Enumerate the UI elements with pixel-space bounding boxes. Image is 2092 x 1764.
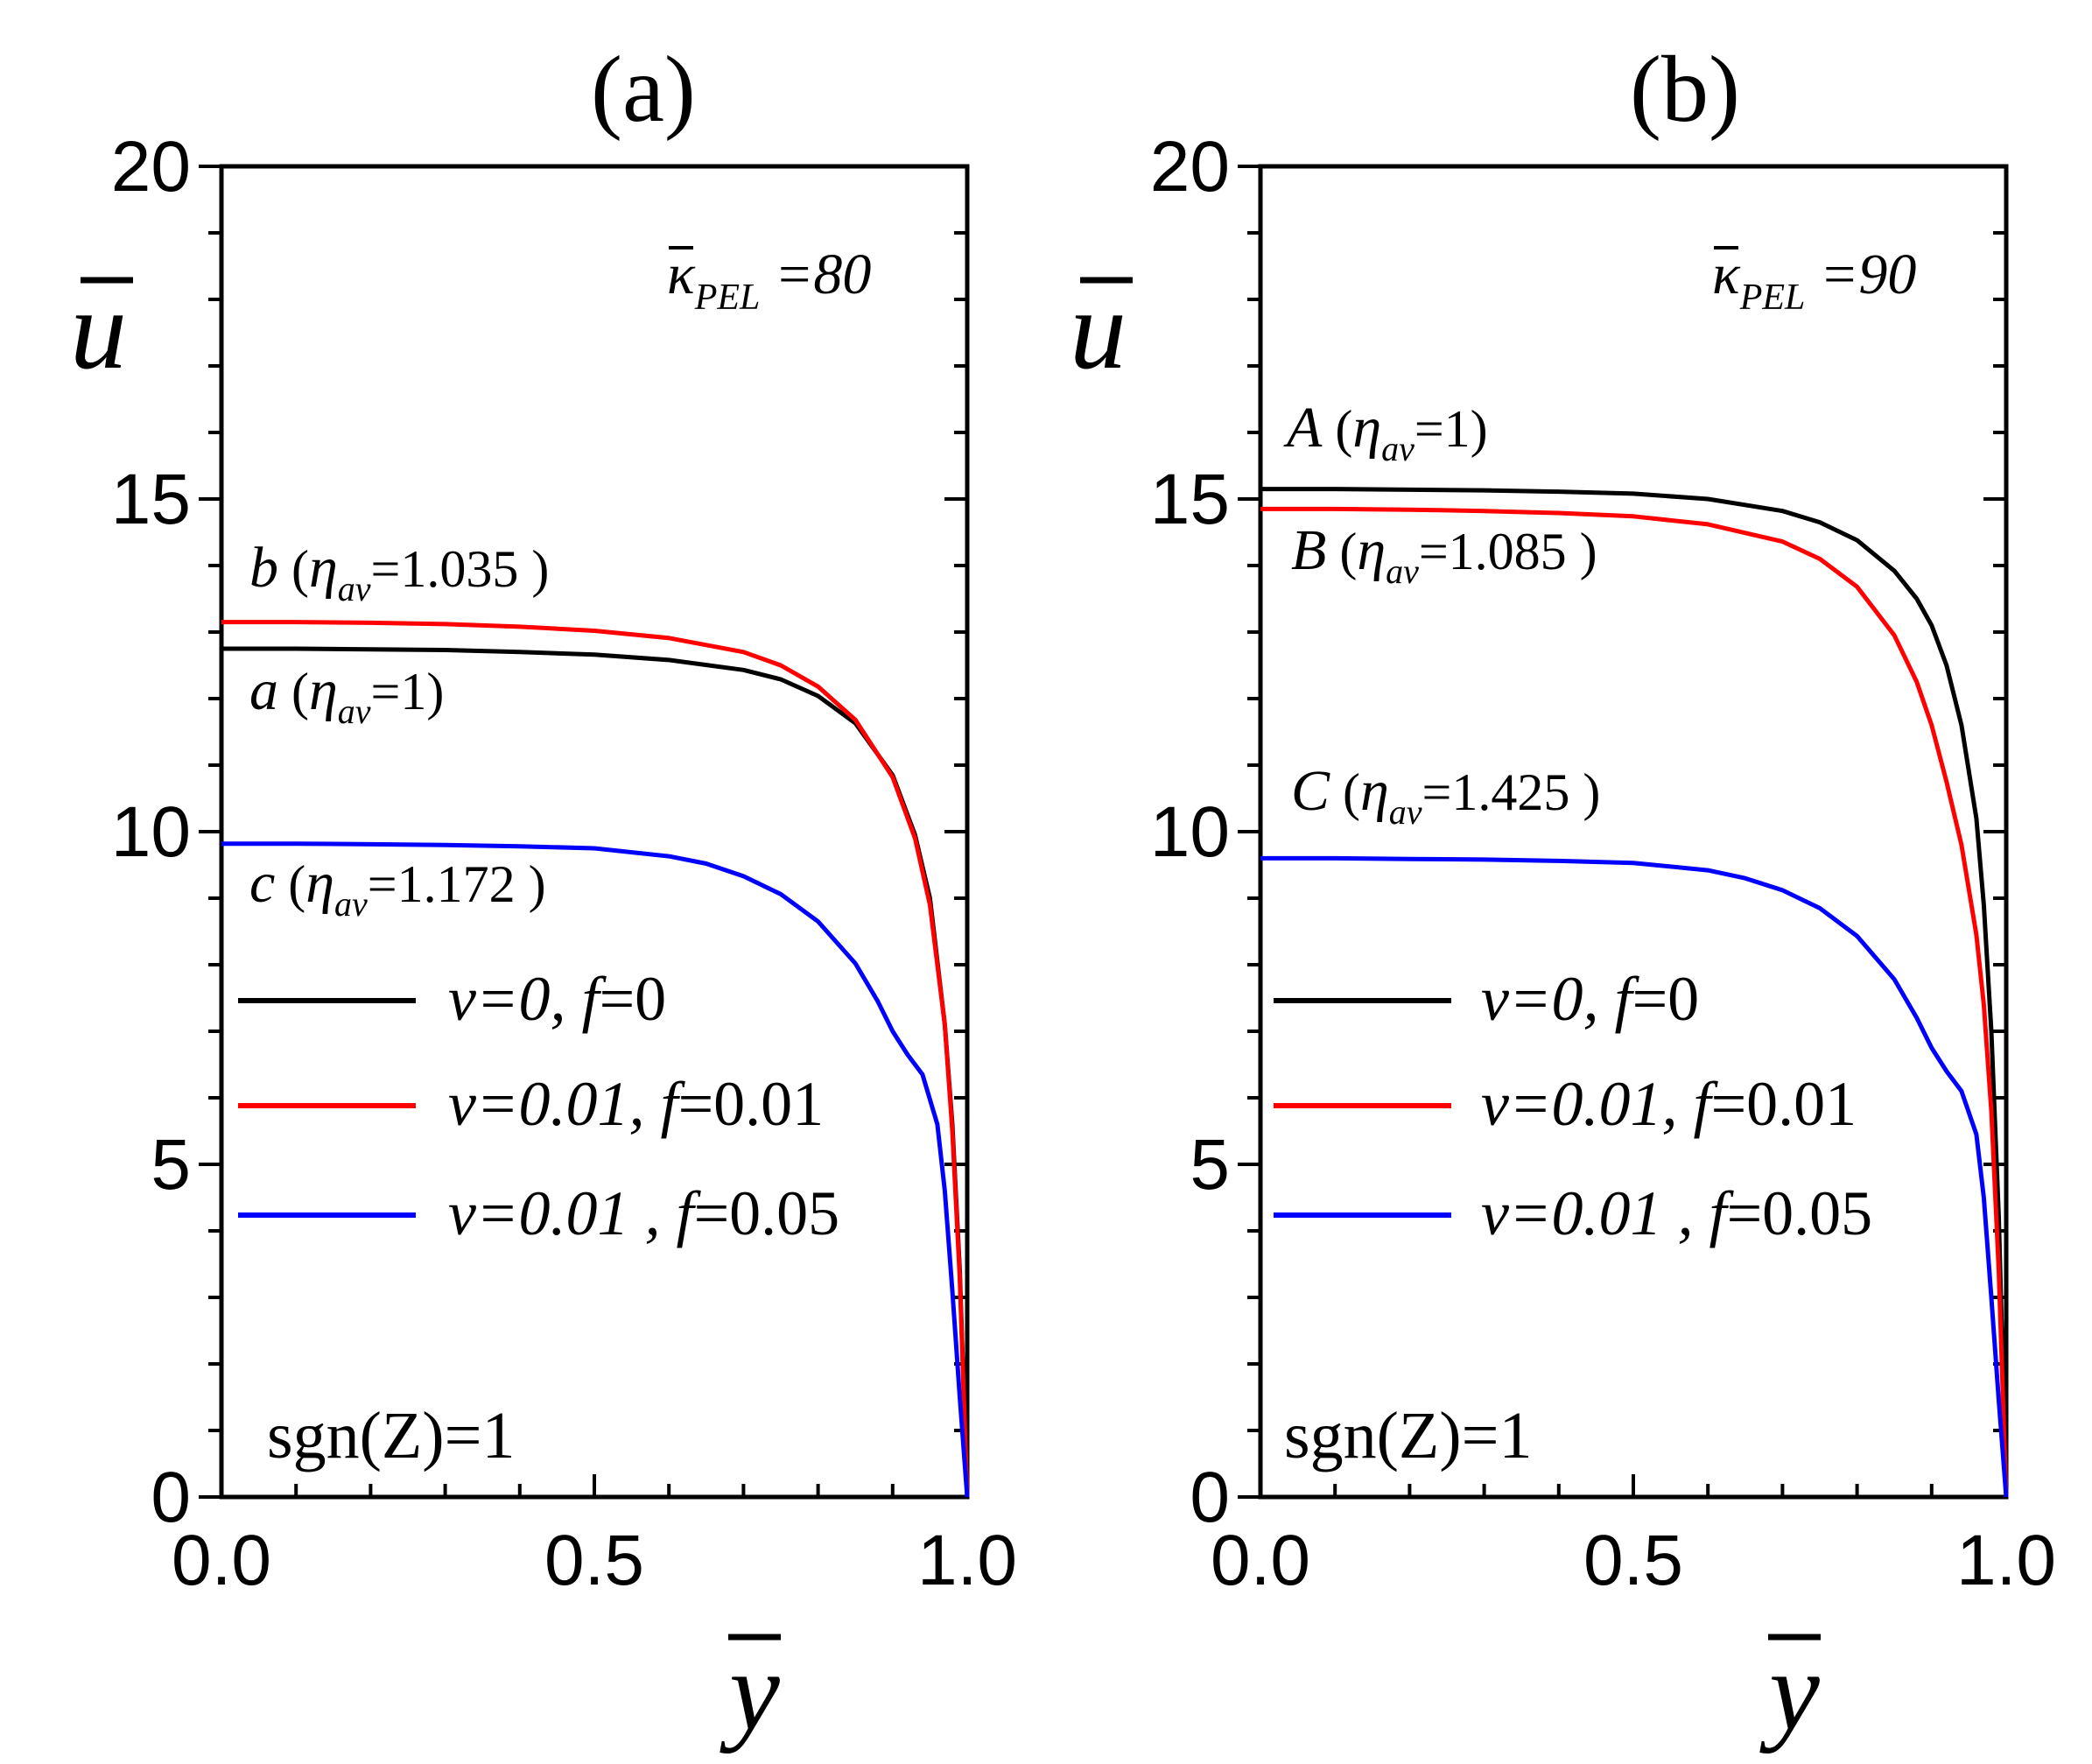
x-tick-label: 1.0 [1956, 1521, 2056, 1600]
y-tick-label: 15 [111, 460, 191, 539]
series-line-c [221, 841, 970, 1498]
y-tick-label: 15 [1150, 460, 1230, 539]
x-tick-label: 0.0 [1211, 1521, 1310, 1600]
curve-annotation: A (ηav=1) [1283, 396, 1488, 468]
x-tick-label: 0.5 [544, 1521, 644, 1600]
legend-label: ν=0.01, f=0.01 [448, 1069, 824, 1139]
legend-label: ν=0.01 , f=0.05 [448, 1178, 839, 1248]
plot-frame [1258, 164, 2009, 1500]
x-axis-label: y [1759, 1628, 1820, 1754]
legend-label: ν=0, f=0 [1481, 964, 1699, 1034]
x-tick-label: 1.0 [917, 1521, 1017, 1600]
x-axis-label: y [720, 1628, 780, 1754]
curve-annotation: a (ηav=1) [249, 658, 444, 731]
series-line-A [1260, 487, 2009, 1498]
y-tick-label: 0 [151, 1458, 191, 1537]
y-tick-label: 5 [151, 1125, 191, 1205]
curve-annotation: B (ηav=1.085 ) [1291, 518, 1597, 591]
curve-annotation: c (ηav=1.172 ) [249, 851, 546, 924]
series-line-B [1260, 506, 2009, 1498]
sgn-label: sgn(Z)=1 [1284, 1399, 1532, 1472]
x-tick-label: 0.5 [1583, 1521, 1683, 1600]
y-axis-label: u [70, 267, 127, 393]
panel-a: (a) 0 5 10 15 20 0.0 0.5 1.0 u y κPEL =80 b (ηav=1.0… [70, 38, 1017, 1754]
legend-label: ν=0.01, f=0.01 [1481, 1069, 1857, 1139]
y-axis-label: u [1070, 267, 1127, 393]
curve-annotation: b (ηav=1.035 ) [249, 536, 549, 608]
x-tick-label: 0.0 [172, 1521, 271, 1600]
y-tick-label: 5 [1190, 1125, 1230, 1205]
curve-annotation: C (ηav=1.425 ) [1291, 759, 1600, 832]
y-tick-label: 10 [111, 792, 191, 872]
series-line-b [221, 620, 970, 1498]
y-tick-label: 20 [111, 127, 191, 207]
y-tick-label: 0 [1190, 1458, 1230, 1537]
y-tick-label: 20 [1150, 127, 1230, 207]
legend-label: ν=0, f=0 [448, 964, 666, 1034]
legend-label: ν=0.01 , f=0.05 [1481, 1178, 1872, 1248]
param-label: κPEL =80 [667, 242, 871, 318]
panel-title: (b) [1630, 38, 1740, 142]
param-label: κPEL =90 [1712, 242, 1916, 318]
plot-frame [219, 164, 970, 1500]
sgn-label: sgn(Z)=1 [267, 1399, 515, 1472]
panel-b: (b) 0 5 10 15 20 0.0 0.5 1.0 u y κPEL =90 A (ηav=1) B… [1070, 38, 2056, 1754]
y-tick-label: 10 [1150, 792, 1230, 872]
panel-title: (a) [591, 38, 696, 142]
series-line-C [1260, 855, 2009, 1498]
